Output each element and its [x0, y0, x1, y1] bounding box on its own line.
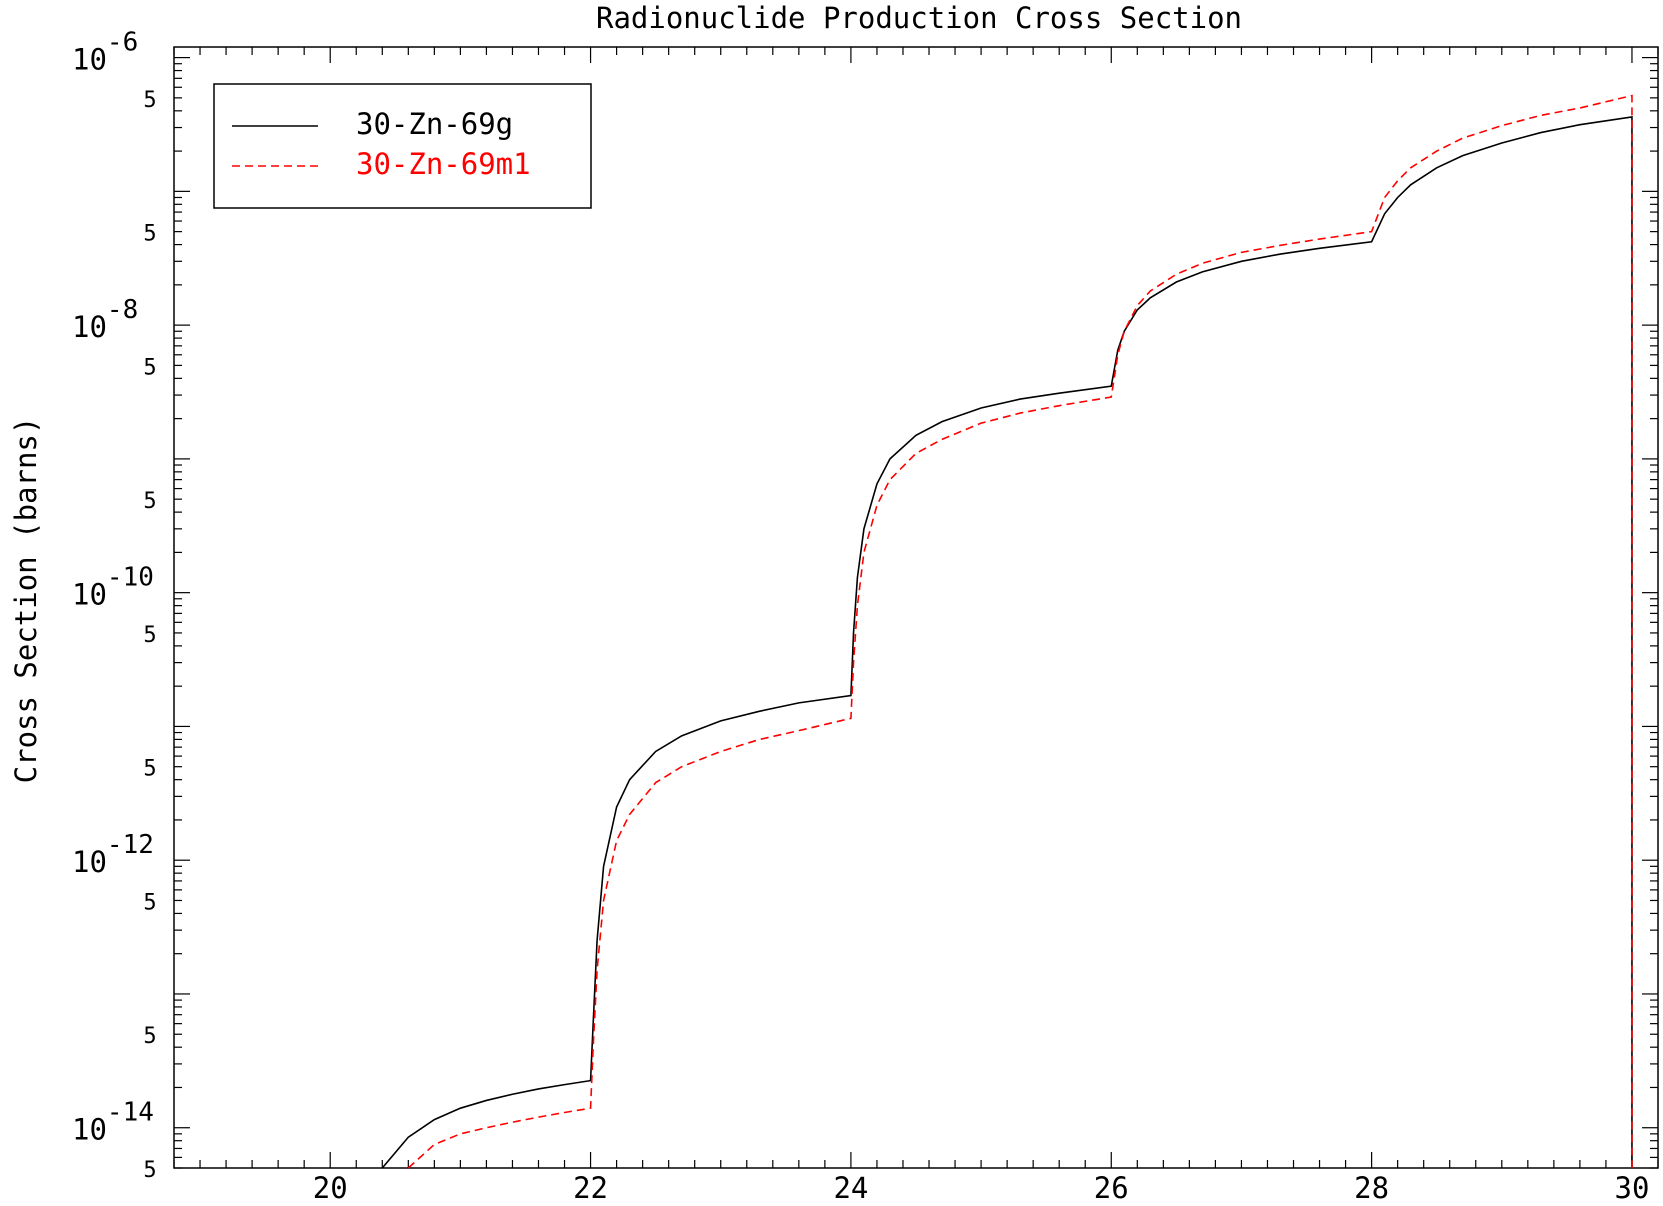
- y-minor-tick-label: 5: [143, 88, 156, 113]
- y-major-tick-label: 10-6: [72, 28, 138, 77]
- y-minor-tick-label: 5: [143, 222, 156, 247]
- x-tick-label: 26: [1094, 1171, 1129, 1205]
- x-tick-label: 28: [1354, 1171, 1389, 1205]
- chart-title: Radionuclide Production Cross Section: [596, 1, 1242, 35]
- x-tick-label: 22: [573, 1171, 608, 1205]
- axis-tick-labels: 20 22 24 26 28 3055555555510-610-810-1010-121…: [72, 28, 1649, 1205]
- x-tick-label: 20: [313, 1171, 348, 1205]
- y-major-tick-label: 10-12: [72, 830, 154, 879]
- y-minor-tick-label: 5: [143, 890, 156, 915]
- y-minor-tick-label: 5: [143, 355, 156, 380]
- plot-frame: [173, 46, 1659, 1169]
- y-major-tick-label: 10-8: [72, 295, 138, 344]
- y-minor-tick-label: 5: [143, 1024, 156, 1049]
- y-minor-tick-label: 5: [143, 1158, 156, 1183]
- series-line-30-zn-69g: [381, 116, 1633, 1169]
- y-minor-tick-label: 5: [143, 623, 156, 648]
- y-axis-label: Cross Section (barns): [9, 417, 43, 784]
- y-minor-tick-label: 5: [143, 757, 156, 782]
- x-tick-label: 30: [1615, 1171, 1650, 1205]
- y-major-tick-label: 10-10: [72, 563, 154, 612]
- plot-area-frame: [173, 46, 1659, 1169]
- legend: 30-Zn-69g 30-Zn-69m1: [213, 83, 592, 209]
- series-line-30-zn-69m1: [407, 94, 1633, 1169]
- x-tick-label: 24: [833, 1171, 868, 1205]
- legend-label-30-zn-69m1: 30-Zn-69m1: [356, 147, 531, 181]
- y-minor-tick-label: 5: [143, 489, 156, 514]
- y-major-tick-label: 10-14: [72, 1098, 154, 1147]
- legend-label-30-zn-69g: 30-Zn-69g: [356, 107, 513, 141]
- axis-ticks: [173, 47, 1659, 1169]
- data-series: [381, 94, 1633, 1169]
- legend-box: [213, 83, 592, 209]
